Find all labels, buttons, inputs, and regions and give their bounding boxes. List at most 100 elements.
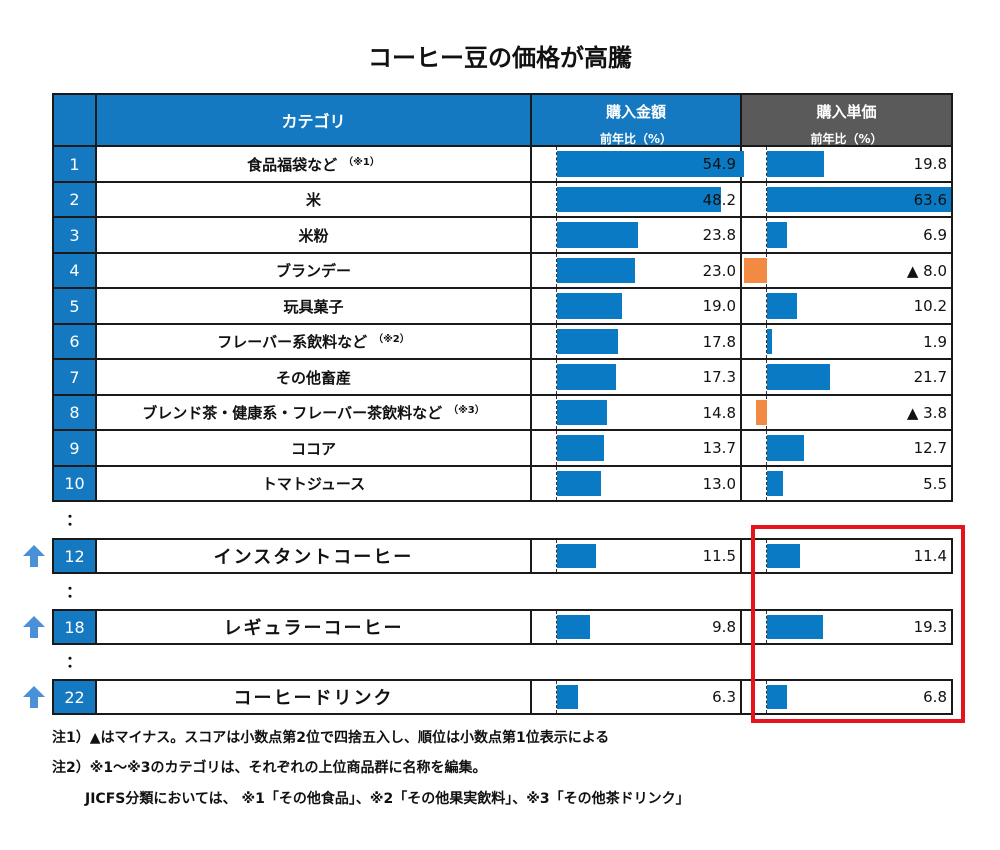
price-bar	[756, 400, 767, 425]
amount-bar	[557, 400, 608, 425]
price-bar	[767, 435, 804, 461]
price-zero-axis	[766, 540, 767, 572]
category-label: ココア	[290, 439, 336, 458]
header-amount-title: 購入金額	[605, 103, 666, 121]
rank-cell: 10	[52, 467, 97, 502]
category-label: ブランデー	[275, 262, 351, 280]
price-bar	[767, 293, 797, 319]
category-cell: 玩具菓子	[97, 289, 532, 325]
category-cell: フレーバー系飲料など （※2）	[97, 325, 532, 360]
amount-value-label: 19.0	[702, 297, 736, 315]
category-label: 玩具菓子	[283, 297, 344, 316]
price-bar	[767, 544, 800, 568]
amount-value-label: 17.3	[702, 368, 736, 386]
amount-cell: 13.0	[532, 467, 742, 502]
category-note: （※1）	[343, 156, 380, 168]
amount-bar	[557, 364, 616, 390]
rank-label: 5	[69, 296, 80, 316]
category-label: 米粉	[298, 226, 329, 245]
price-value-label: 10.2	[913, 297, 947, 315]
amount-zero-axis	[556, 254, 557, 287]
amount-bar	[557, 685, 579, 709]
price-cell: 12.7	[742, 431, 953, 467]
header-category-label: カテゴリ	[281, 112, 346, 131]
header-category: カテゴリ	[97, 93, 532, 147]
highlight-box	[751, 525, 965, 723]
price-cell: 6.9	[742, 218, 953, 254]
rank-cell: 12	[52, 538, 97, 574]
category-label: インスタントコーヒー	[213, 547, 414, 568]
price-bar	[767, 329, 773, 354]
price-cell: 63.6	[742, 183, 953, 218]
rank-cell: 1	[52, 147, 97, 183]
amount-cell: 23.0	[532, 254, 742, 289]
amount-value-label: 6.3	[712, 688, 736, 706]
category-cell: コーヒードリンク	[97, 679, 532, 715]
price-cell: 10.2	[742, 289, 953, 325]
price-cell: 19.3	[742, 609, 953, 645]
amount-bar	[557, 471, 602, 496]
price-bar	[767, 615, 823, 639]
category-label: トマトジュース	[261, 475, 366, 493]
amount-value-label: 9.8	[712, 618, 736, 636]
category-label: コーヒードリンク	[233, 688, 394, 709]
amount-value-label: 23.0	[702, 261, 736, 280]
ellipsis-marker: ：	[66, 510, 83, 529]
price-value-label: 11.4	[913, 547, 947, 565]
price-zero-axis	[766, 325, 767, 358]
price-value-label: 6.8	[923, 688, 947, 706]
category-cell: 米粉	[97, 218, 532, 254]
rank-cell: 7	[52, 360, 97, 396]
price-zero-axis	[766, 467, 767, 500]
amount-value-label: 48.2	[702, 190, 736, 209]
amount-zero-axis	[556, 681, 557, 713]
category-label: レギュラーコーヒー	[223, 618, 404, 639]
price-cell: ▲ 8.0	[742, 254, 953, 289]
rank-label: 12	[64, 546, 85, 566]
amount-zero-axis	[556, 183, 557, 216]
category-cell: その他畜産	[97, 360, 532, 396]
category-label: 米	[305, 191, 321, 209]
amount-cell: 54.9	[532, 147, 744, 183]
up-arrow-icon	[22, 615, 46, 643]
price-value-label: 63.6	[913, 190, 947, 209]
rank-label: 1	[69, 154, 80, 174]
rank-cell: 2	[52, 183, 97, 218]
price-bar	[767, 187, 951, 212]
category-cell: レギュラーコーヒー	[97, 609, 532, 645]
category-cell: ブランデー	[97, 254, 532, 289]
rank-cell: 5	[52, 289, 97, 325]
price-value-label: ▲ 8.0	[906, 261, 947, 280]
header-price-subtitle: 前年比（%）	[810, 132, 883, 146]
amount-bar	[557, 187, 722, 212]
rank-label: 6	[69, 332, 80, 351]
amount-cell: 23.8	[532, 218, 742, 254]
category-cell: 米	[97, 183, 532, 218]
rank-label: 22	[64, 687, 85, 707]
amount-zero-axis	[556, 147, 557, 181]
header-price: 購入単価 前年比（%）	[742, 93, 953, 147]
rank-label: 8	[69, 403, 80, 422]
price-value-label: 19.8	[913, 155, 947, 173]
up-arrow-icon	[22, 685, 46, 713]
amount-bar	[557, 222, 639, 248]
price-zero-axis	[766, 431, 767, 465]
amount-value-label: 13.0	[702, 474, 736, 493]
category-label: 食品福袋など	[247, 155, 338, 174]
amount-zero-axis	[556, 611, 557, 643]
rank-cell: 22	[52, 679, 97, 715]
price-cell: 21.7	[742, 360, 953, 396]
amount-cell: 14.8	[532, 396, 742, 431]
note-2: 注2）※1〜※3のカテゴリは、それぞれの上位商品群に名称を編集。	[52, 760, 487, 776]
amount-bar	[557, 293, 622, 319]
amount-cell: 17.3	[532, 360, 742, 396]
amount-bar	[557, 258, 636, 283]
rank-label: 4	[69, 261, 80, 280]
amount-bar	[557, 615, 591, 639]
price-bar	[767, 364, 830, 390]
rank-cell: 9	[52, 431, 97, 467]
price-value-label: 6.9	[923, 226, 947, 244]
price-zero-axis	[766, 289, 767, 323]
rank-cell: 8	[52, 396, 97, 431]
amount-zero-axis	[556, 289, 557, 323]
